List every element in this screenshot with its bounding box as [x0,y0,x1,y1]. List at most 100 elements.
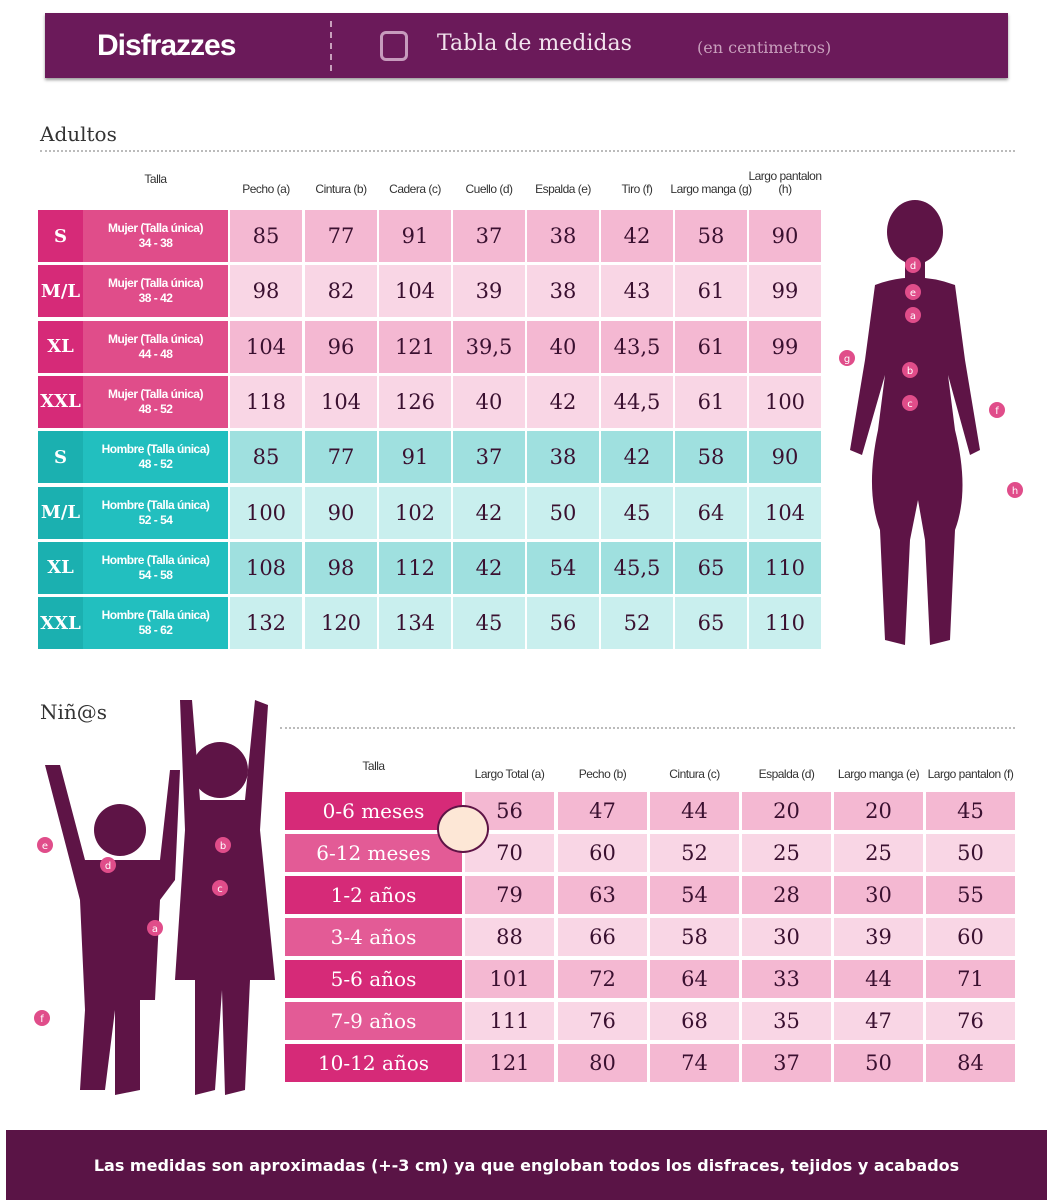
gender-label: Hombre (Talla única) [101,497,210,512]
size-label: 3-4 años [285,918,462,956]
measurement-cell: 96 [305,320,377,373]
size-label: 7-9 años [285,1002,462,1040]
figure-label: h [1012,486,1018,497]
footer-note: Las medidas son aproximadas (+-3 cm) ya … [6,1130,1047,1200]
figure-label: g [844,354,850,365]
measurement-cell: 84 [926,1044,1015,1082]
measurement-cell: 72 [558,960,647,998]
measurement-cell: 50 [527,486,599,539]
measurement-cell: 76 [926,1002,1015,1040]
measurement-cell: 64 [650,960,739,998]
measurement-cell: 90 [749,431,821,484]
measurement-cell: 126 [379,375,451,428]
measurement-cell: 91 [379,210,451,262]
measurement-cell: 60 [558,834,647,872]
gender-label: Hombre (Talla única) [101,442,210,457]
measurement-cell: 58 [675,210,747,262]
measurement-cell: 55 [926,876,1015,914]
measurement-cell: 40 [453,375,525,428]
size-label: 10-12 años [285,1044,462,1082]
size-description: Hombre (Talla única) 58 - 62 [83,597,228,650]
figure-label: f [40,1014,44,1025]
divider [40,150,1015,152]
measurement-cell: 37 [453,431,525,484]
children-silhouette-icon: e d a f b c [34,700,275,1095]
gender-label: Mujer (Talla única) [108,276,203,291]
baby-face-icon [437,805,489,853]
column-header: Largo Total (a) [474,767,545,781]
measurement-cell: 77 [305,431,377,484]
gender-label: Hombre (Talla única) [101,608,210,623]
measurement-cell: 33 [742,960,831,998]
size-description: Mujer (Talla única) 38 - 42 [83,265,228,318]
measurement-cell: 104 [230,320,302,373]
figure-label: d [910,261,916,272]
measurement-cell: 56 [527,597,599,650]
measurement-cell: 104 [749,486,821,539]
measurement-cell: 25 [834,834,923,872]
measurement-cell: 61 [675,320,747,373]
measurement-cell: 102 [379,486,451,539]
measurement-cell: 77 [305,210,377,262]
divider [330,21,332,71]
measurement-cell: 39 [834,918,923,956]
size-label: 6-12 meses [285,834,462,872]
measurement-cell: 54 [650,876,739,914]
column-header: Cuello (d) [465,182,513,196]
eu-size-range: 52 - 54 [138,512,173,527]
eu-size-range: 54 - 58 [138,567,173,582]
eu-size-range: 58 - 62 [138,623,173,638]
measurement-cell: 110 [749,541,821,594]
measurement-cell: 44,5 [601,375,673,428]
measurement-cell: 37 [453,210,525,262]
measurement-cell: 30 [834,876,923,914]
figure-label: a [910,311,916,322]
size-description: Hombre (Talla única) 52 - 54 [83,486,228,539]
measurement-cell: 58 [675,431,747,484]
measurement-cell: 121 [465,1044,554,1082]
size-label: S [38,431,83,484]
measurement-cell: 28 [742,876,831,914]
section-title-kids: Niñ@s [40,700,108,724]
measurement-cell: 112 [379,541,451,594]
measurement-cell: 42 [453,541,525,594]
measurement-cell: 118 [230,375,302,428]
measurement-cell: 80 [558,1044,647,1082]
measurement-cell: 110 [749,597,821,650]
gender-label: Mujer (Talla única) [108,221,203,235]
size-column-header: Talla [362,759,385,773]
figure-label: f [995,406,999,417]
measurement-cell: 42 [601,431,673,484]
column-header: Espalda (d) [758,767,815,781]
measurement-cell: 43,5 [601,320,673,373]
measurement-cell: 90 [305,486,377,539]
measurement-cell: 38 [527,210,599,262]
measurement-cell: 44 [650,792,739,830]
size-label: 1-2 años [285,876,462,914]
measurement-cell: 104 [379,265,451,318]
measurement-cell: 38 [527,265,599,318]
eu-size-range: 44 - 48 [138,346,173,361]
measurement-cell: 61 [675,375,747,428]
column-header: Cadera (c) [389,182,441,196]
size-label: M/L [38,486,83,539]
column-header: Cintura (c) [669,767,720,781]
measurement-cell: 52 [650,834,739,872]
size-label: M/L [38,265,83,318]
measurement-cell: 65 [675,541,747,594]
measurement-cell: 101 [465,960,554,998]
measurement-cell: 98 [305,541,377,594]
measurement-cell: 42 [453,486,525,539]
measurement-cell: 20 [834,792,923,830]
measurement-cell: 42 [527,375,599,428]
figure-label: b [220,841,226,852]
figure-label: e [910,288,916,299]
eu-size-range: 34 - 38 [138,236,173,250]
size-label: XXL [38,375,83,428]
measurement-cell: 100 [230,486,302,539]
measurement-cell: 85 [230,210,302,262]
measurement-cell: 38 [527,431,599,484]
measurement-cell: 64 [675,486,747,539]
measurement-cell: 20 [742,792,831,830]
measurement-cell: 90 [749,210,821,262]
